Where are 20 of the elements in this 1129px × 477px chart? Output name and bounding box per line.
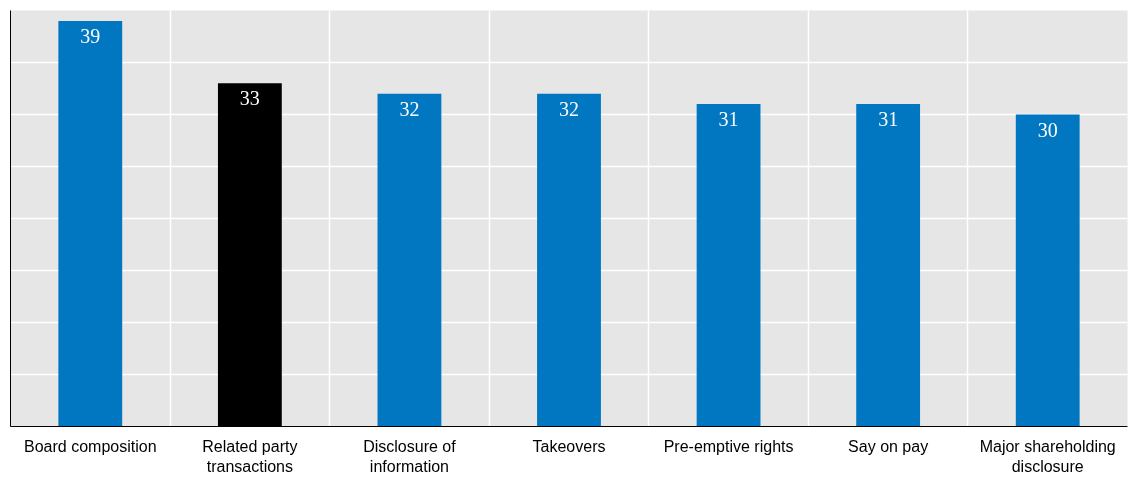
x-tick-label: Related party transactions [202,437,298,475]
data-label: 33 [239,87,260,110]
data-label: 30 [1037,118,1058,141]
data-label: 31 [878,108,899,131]
x-tick-label: Say on pay [848,437,929,455]
x-tick-label: Disclosure of information [363,437,457,475]
x-tick-label: Takeovers [532,437,606,455]
bar [1015,114,1080,427]
data-label: 31 [718,108,739,131]
bar [58,20,123,427]
bar [856,104,921,427]
data-label: 32 [559,97,579,120]
data-label: 32 [399,97,420,120]
bar [696,104,761,427]
data-label: 39 [80,24,101,47]
x-tick-label: Major shareholding disclosure [979,437,1116,475]
x-tick-label: Pre-emptive rights [663,437,794,455]
bar [537,93,601,427]
bar [377,93,442,427]
x-tick-label: Board composition [24,437,157,455]
